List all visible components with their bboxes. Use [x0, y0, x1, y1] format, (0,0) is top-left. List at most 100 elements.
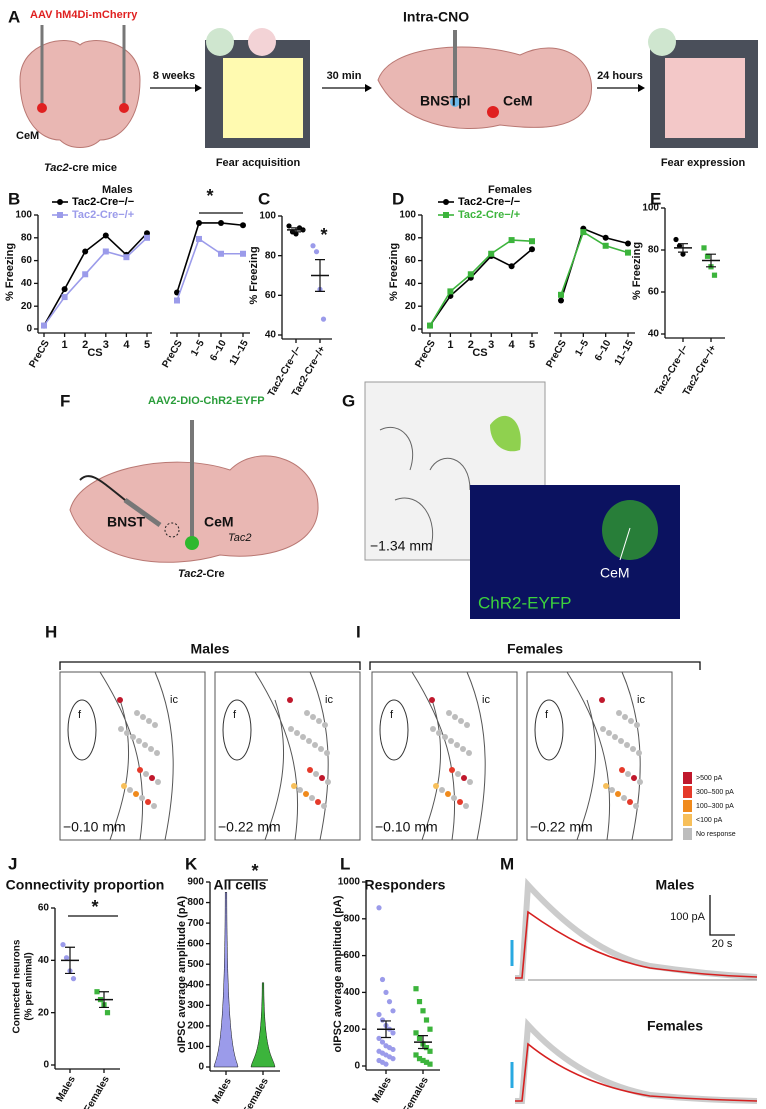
point [286, 223, 292, 229]
x-tick-label: Females [241, 1076, 271, 1109]
virus: AAV hM4Di-mCherry [30, 9, 138, 21]
x-tick-label: 2 [468, 339, 474, 351]
point [123, 254, 130, 261]
atlas-lines [411, 671, 486, 841]
error-bar [291, 227, 301, 233]
y-tick-label: 300 [187, 1000, 204, 1011]
point [390, 1056, 396, 1062]
point [580, 229, 587, 236]
site-label: CeM [16, 130, 39, 142]
stain: ChR2-EYFP [478, 593, 572, 612]
point [427, 1061, 433, 1067]
region: BNST [107, 514, 146, 530]
legend-swatch [683, 814, 692, 826]
optic-fiber [123, 497, 162, 528]
cell [297, 787, 303, 793]
point [60, 942, 66, 948]
point [379, 1039, 386, 1045]
point [218, 219, 224, 226]
cell [627, 799, 633, 805]
error-bar [678, 243, 688, 253]
atlas-lines [99, 671, 174, 841]
legend-label: Tac2-Cre−/+ [72, 209, 134, 221]
point [416, 999, 423, 1005]
cell [463, 803, 469, 809]
cell [152, 722, 158, 728]
y-axis-label: Connected neurons [12, 939, 23, 1033]
coronal-brain [19, 40, 141, 148]
structure: ic [170, 694, 178, 706]
point [529, 238, 535, 245]
structure: f [390, 709, 394, 721]
point [673, 236, 679, 243]
panel-label: F [60, 391, 70, 410]
cell [130, 734, 136, 740]
mouse-italic: Tac2 [178, 568, 203, 580]
cell [318, 746, 324, 752]
cell [460, 746, 466, 752]
point [467, 271, 474, 278]
point [625, 249, 631, 256]
y-tick-label: 80 [21, 232, 33, 243]
trace-mean [515, 910, 758, 979]
cell [146, 718, 152, 724]
point [413, 1052, 419, 1058]
legend-label: 100–300 pA [696, 803, 734, 810]
speaker-icon [206, 28, 234, 56]
cell [448, 738, 454, 744]
point [443, 212, 449, 218]
x-tick-label: PreCS [544, 338, 569, 370]
group: Males [191, 641, 230, 657]
series-line [176, 222, 244, 293]
point [61, 294, 68, 301]
y-tick-label: 60 [38, 903, 50, 914]
cell [136, 738, 142, 744]
injection: Intra-CNO [403, 9, 469, 25]
panel-g: −1.34 mm CeM ChR2-EYFP [364, 381, 680, 619]
point [57, 199, 63, 205]
mouse-label: Tac2-cre mice [44, 162, 117, 174]
cell [309, 795, 315, 801]
y-tick-label: 80 [265, 250, 277, 261]
panel-label: G [342, 391, 355, 410]
cell [612, 734, 618, 740]
cell [133, 791, 139, 797]
point [174, 297, 180, 304]
cell [430, 726, 436, 732]
gene: Tac2 [228, 532, 251, 544]
point [383, 1061, 389, 1067]
error-bar [706, 253, 716, 268]
y-axis-label: % Freezing [4, 243, 16, 301]
point [390, 1046, 396, 1053]
point [94, 989, 100, 995]
y-tick-label: 400 [187, 979, 204, 990]
x-tick-label: 1 [62, 339, 68, 351]
point [390, 1030, 396, 1036]
point [82, 271, 89, 278]
annotation: * [320, 225, 327, 245]
x-tick-label: Males [210, 1076, 234, 1106]
cell [127, 787, 133, 793]
cell [452, 714, 458, 720]
y-axis-label: (% per animal) [24, 952, 35, 1020]
point [420, 1057, 426, 1064]
cell [454, 742, 460, 748]
y-tick-label: 40 [265, 330, 277, 341]
point [57, 212, 63, 218]
y-tick-label: 600 [187, 938, 204, 949]
cell [466, 750, 472, 756]
violin [250, 982, 276, 1068]
error-bar [315, 259, 325, 292]
point [508, 263, 515, 270]
series-line [429, 239, 533, 326]
x-tick-label: 1–5 [189, 338, 207, 358]
panel-m: 100 pA 20 s Males Females [510, 877, 758, 1104]
point [413, 986, 419, 992]
cell [457, 799, 463, 805]
y-tick-label: 200 [187, 1021, 204, 1032]
cell [294, 730, 300, 736]
point [529, 246, 535, 253]
point [416, 1035, 423, 1041]
x-tick-label: 4 [123, 339, 130, 351]
panel-label: K [185, 854, 198, 873]
